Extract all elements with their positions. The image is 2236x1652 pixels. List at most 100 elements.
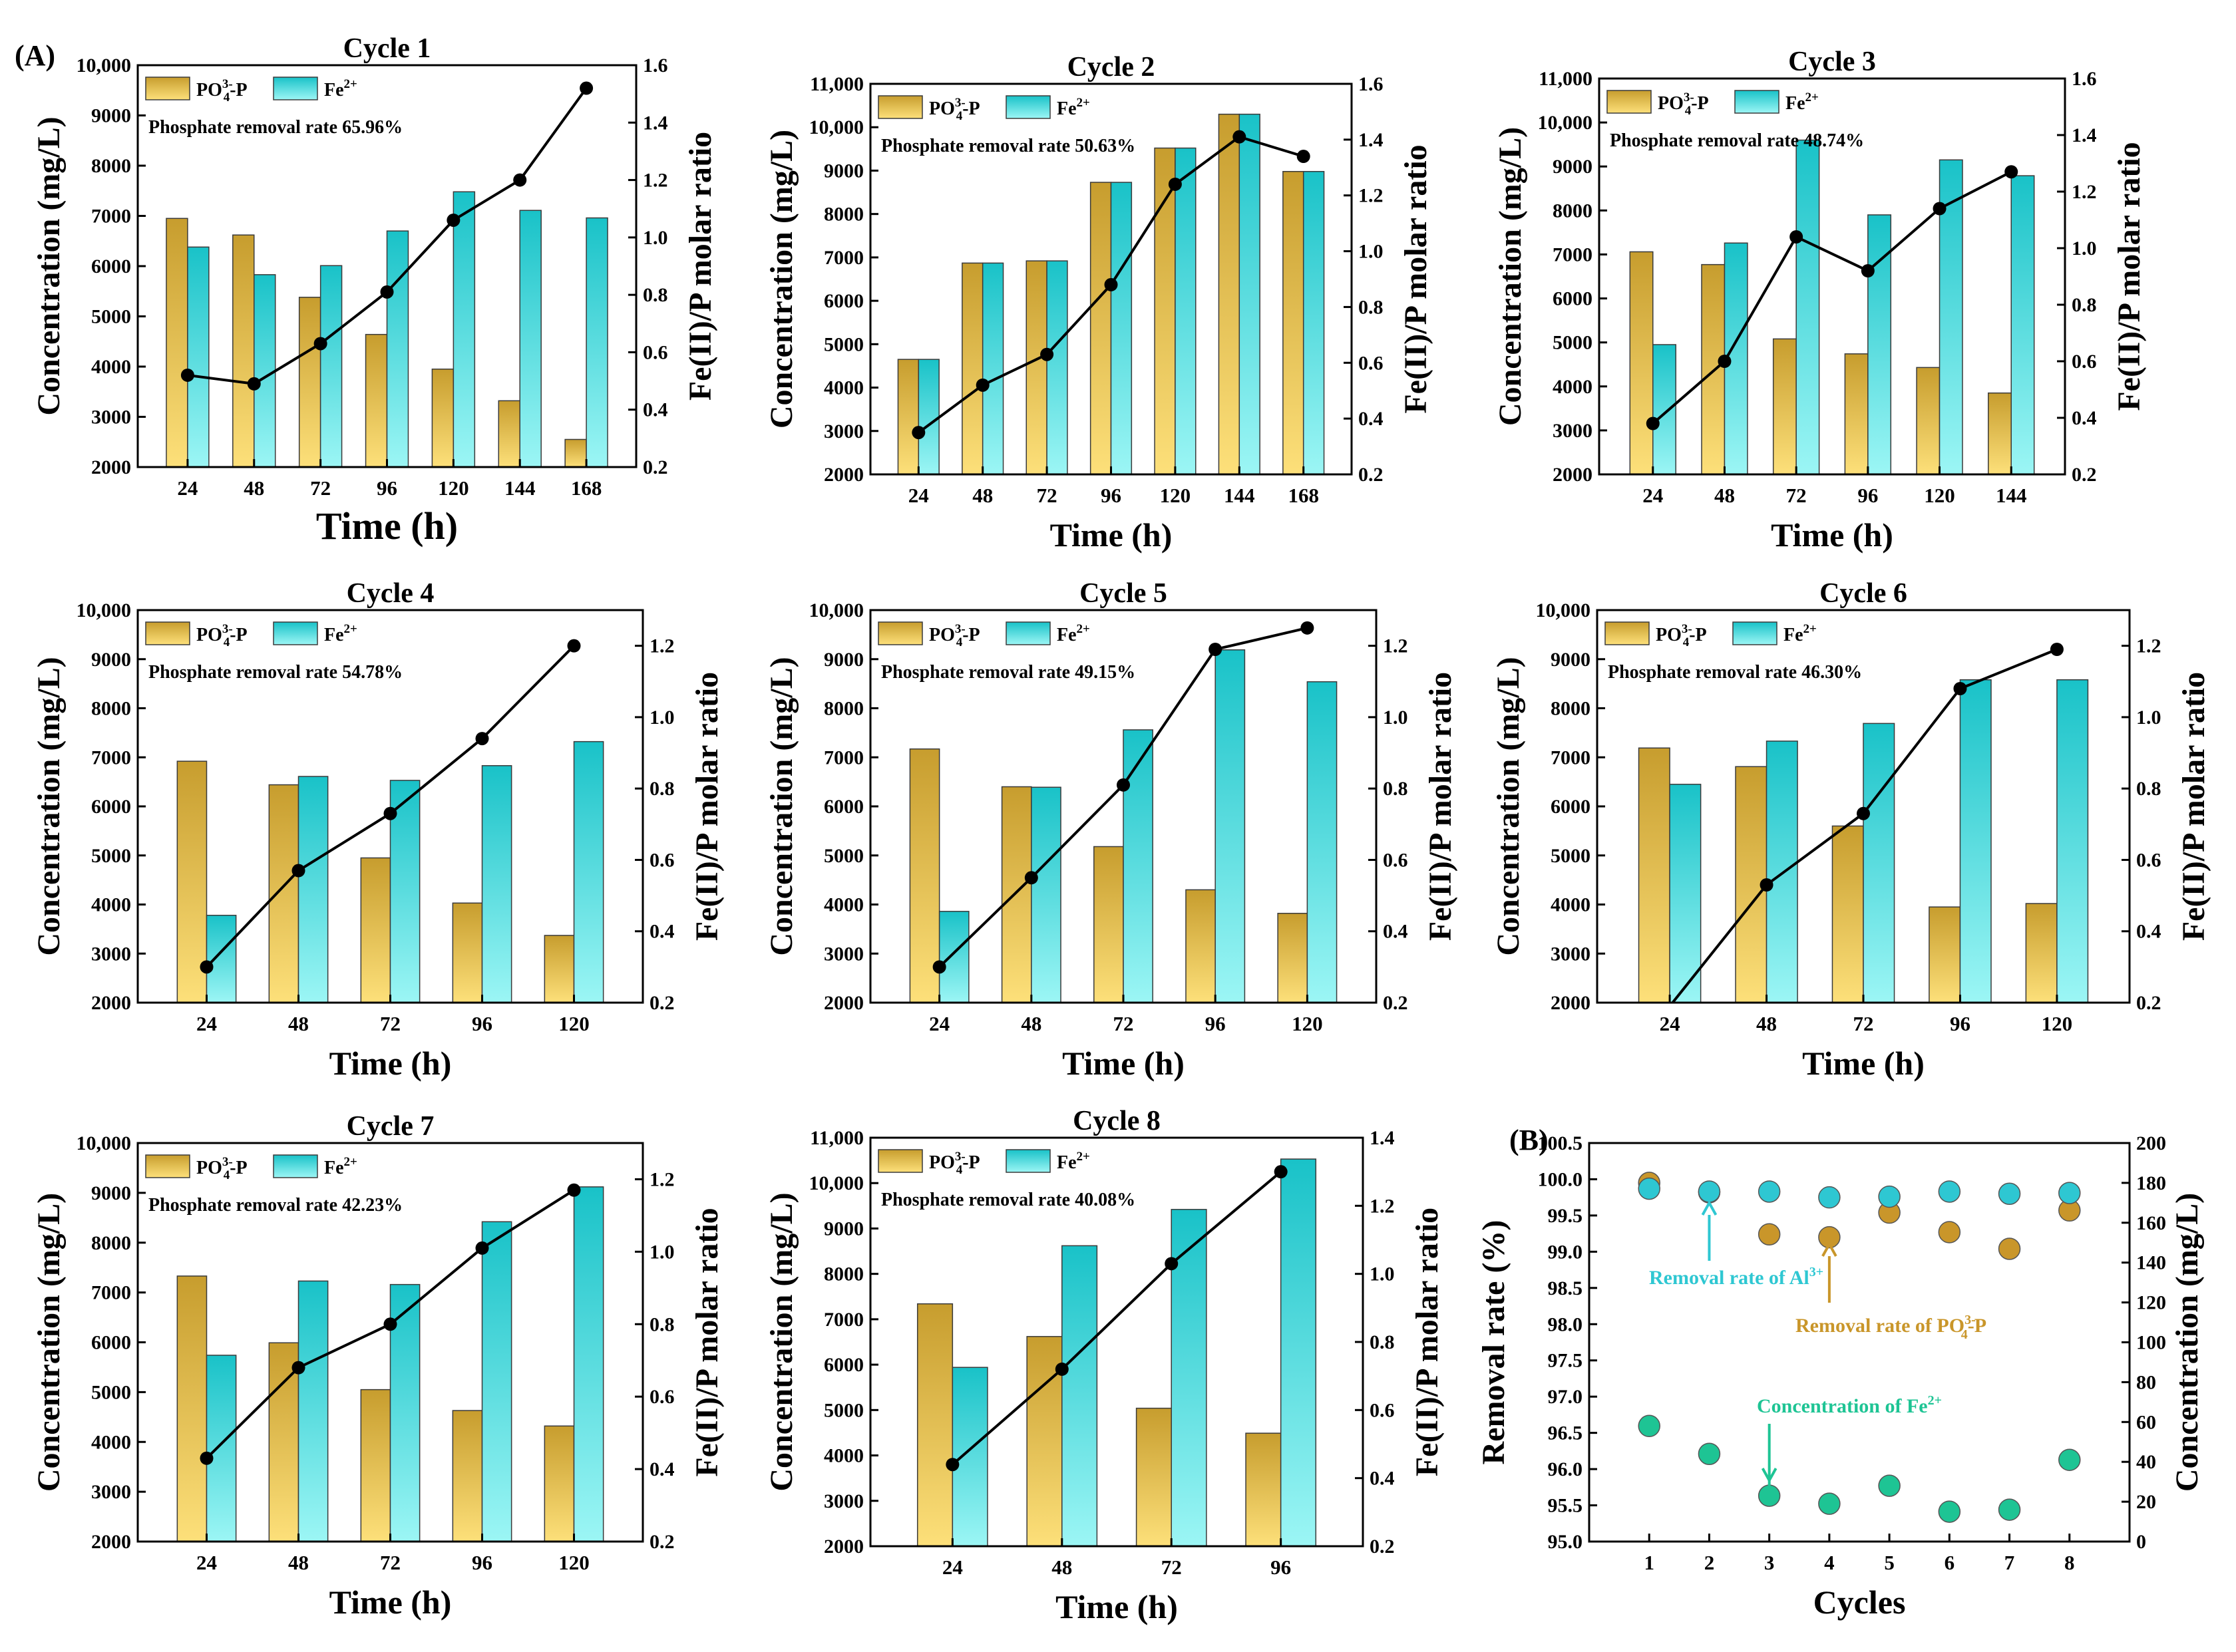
y2-tick-label: 0.6 xyxy=(1358,352,1384,374)
bar-po4 xyxy=(365,333,388,468)
legend-label-fe2: Fe2+ xyxy=(1785,90,1819,114)
y-tick-label: 7000 xyxy=(824,247,864,269)
y-tick-label: 3000 xyxy=(824,420,864,442)
removal-rate-annotation: Phosphate removal rate 65.96% xyxy=(148,117,403,138)
legend-po4-sup: 3- xyxy=(222,1155,233,1169)
legend-swatch-po4 xyxy=(1604,621,1650,645)
scatter-point-fe xyxy=(2058,1448,2081,1471)
y2-tick-label: 0.8 xyxy=(650,778,675,800)
y2-tick-label: 1.2 xyxy=(650,635,675,657)
legend-fe-main: Fe xyxy=(1783,625,1803,645)
y2-tick-label: 1.0 xyxy=(2072,238,2097,259)
x-tick-label: 24 xyxy=(929,1012,950,1035)
y-axis-label: Concentration (mg/L) xyxy=(31,1193,67,1492)
y-tick-label: 95.5 xyxy=(1548,1495,1583,1517)
x-tick-label: 120 xyxy=(2042,1012,2073,1035)
y-tick-label: 11,000 xyxy=(1539,68,1592,90)
y-tick-label: 8000 xyxy=(91,698,131,720)
legend-po4-sub: 4 xyxy=(224,635,230,649)
x-tick-label: 8 xyxy=(2064,1551,2075,1574)
y2-tick-label: 1.6 xyxy=(643,55,668,77)
y-tick-label: 2000 xyxy=(91,456,131,478)
bar-fe2 xyxy=(573,1186,604,1542)
y-tick-label: 10,000 xyxy=(809,1172,864,1194)
x-tick-label: 2 xyxy=(1704,1551,1715,1574)
bar-po4 xyxy=(1772,338,1797,475)
y2-tick-label: 0.8 xyxy=(1370,1331,1395,1353)
y-tick-label: 9000 xyxy=(91,649,131,671)
ratio-line xyxy=(952,1170,1282,1466)
ratio-point xyxy=(200,1451,214,1465)
x-tick-label: 72 xyxy=(380,1012,401,1035)
legend-po4-main: PO xyxy=(196,1158,222,1178)
y-tick-label: 2000 xyxy=(1553,464,1592,486)
removal-rate-annotation: Phosphate removal rate 46.30% xyxy=(1608,662,1862,683)
ratio-line xyxy=(1652,170,2012,425)
y-tick-label: 5000 xyxy=(824,333,864,355)
y-tick-label: 4000 xyxy=(1551,894,1590,916)
y-tick-label: 7000 xyxy=(91,1282,131,1304)
y2-tick-label: 0.8 xyxy=(1383,778,1408,800)
panel-label-a: (A) xyxy=(15,39,55,72)
y-tick-label: 10,000 xyxy=(77,55,132,77)
annotation-po4-sup: 3- xyxy=(1964,1313,1976,1327)
legend-po4-sub: 4 xyxy=(224,90,230,104)
x-tick-label: 120 xyxy=(438,476,469,500)
bar-po4 xyxy=(452,1410,483,1542)
legend-po4-sub: 4 xyxy=(956,635,963,649)
y2-tick-label: 0.2 xyxy=(1383,992,1408,1014)
x-tick-label: 24 xyxy=(196,1012,217,1035)
bar-po4 xyxy=(916,1303,954,1547)
legend-swatch-po4 xyxy=(1606,90,1652,114)
legend-po4-main: PO xyxy=(196,625,222,645)
ratio-point xyxy=(180,368,194,382)
y2-tick-label: 1.4 xyxy=(2072,124,2097,146)
ratio-point xyxy=(1117,778,1130,792)
legend-swatch-fe2 xyxy=(1734,90,1779,114)
ratio-point xyxy=(2004,165,2018,179)
y-tick-label: 4000 xyxy=(824,1445,864,1467)
y-tick-label: 4000 xyxy=(91,894,131,916)
legend-swatch-po4 xyxy=(145,1154,190,1178)
y2-tick-label: 1.0 xyxy=(1383,707,1408,729)
legend-swatch-po4 xyxy=(145,621,190,645)
y-tick-label: 98.0 xyxy=(1548,1313,1583,1335)
y-tick-label: 4000 xyxy=(824,894,864,916)
y-tick-label: 99.0 xyxy=(1548,1241,1583,1263)
legend-po4-sup: 3- xyxy=(1682,622,1692,636)
x-axis-label: Time (h) xyxy=(1055,1588,1178,1625)
removal-rate-annotation: Phosphate removal rate 50.63% xyxy=(881,136,1135,156)
bar-po4 xyxy=(962,262,984,475)
x-tick-label: 7 xyxy=(2004,1551,2015,1574)
y-tick-label: 3000 xyxy=(1553,420,1592,442)
y2-tick-label: 0.8 xyxy=(2136,778,2161,800)
ratio-point xyxy=(313,337,327,351)
bar-fe2 xyxy=(2056,679,2089,1003)
scatter-point-po4 xyxy=(1938,1221,1961,1243)
ratio-point xyxy=(1861,264,1875,277)
legend-po4-main: PO xyxy=(929,625,955,645)
y-tick-label: 5000 xyxy=(91,306,131,328)
scatter-point-fe xyxy=(1998,1498,2021,1521)
y-tick-label: 9000 xyxy=(1553,156,1592,178)
bar-fe2 xyxy=(297,1280,329,1542)
y-tick-label: 6000 xyxy=(824,290,864,312)
y2-axis-label: Fe(II)/P molar ratio xyxy=(1423,672,1458,941)
y-tick-label: 4000 xyxy=(1553,376,1592,398)
x-tick-label: 72 xyxy=(310,476,331,500)
legend-fe-sup: 2+ xyxy=(1803,622,1817,636)
annotation-al-sup: 3+ xyxy=(1809,1265,1823,1279)
y2-tick-label: 1.4 xyxy=(1358,129,1384,151)
ratio-point xyxy=(567,1183,581,1197)
y2-tick-label: 200 xyxy=(2136,1132,2166,1154)
legend-swatch-fe2 xyxy=(1006,95,1051,119)
ratio-point xyxy=(1165,1257,1179,1271)
legend-po4-tail: -P xyxy=(962,625,980,645)
legend-po4-sup: 3- xyxy=(222,622,233,636)
x-tick-label: 72 xyxy=(1853,1012,1874,1035)
legend-label-fe2: Fe2+ xyxy=(324,622,357,645)
x-axis-label: Cycles xyxy=(1813,1583,1906,1621)
ratio-point xyxy=(291,1361,305,1375)
legend-fe-sup: 2+ xyxy=(344,622,357,636)
bar-fe2 xyxy=(982,262,1004,475)
